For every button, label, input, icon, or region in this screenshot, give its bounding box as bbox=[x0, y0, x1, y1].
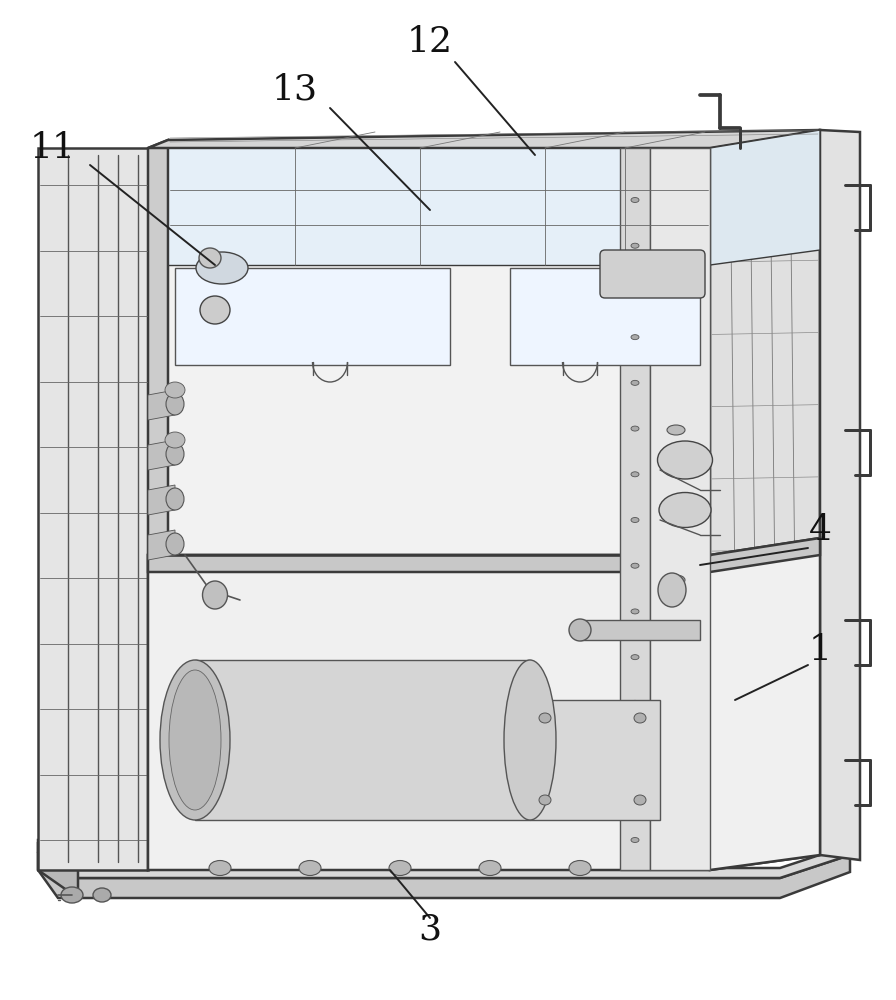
Ellipse shape bbox=[299, 860, 321, 876]
Ellipse shape bbox=[166, 533, 184, 555]
Ellipse shape bbox=[93, 888, 111, 902]
Polygon shape bbox=[148, 538, 820, 870]
Ellipse shape bbox=[569, 619, 591, 641]
Polygon shape bbox=[168, 130, 820, 265]
Polygon shape bbox=[38, 842, 850, 878]
Ellipse shape bbox=[667, 425, 685, 435]
Ellipse shape bbox=[196, 252, 248, 284]
Text: 1: 1 bbox=[808, 633, 831, 667]
Ellipse shape bbox=[631, 700, 639, 705]
Ellipse shape bbox=[539, 795, 551, 805]
Polygon shape bbox=[530, 700, 660, 820]
Polygon shape bbox=[168, 148, 710, 265]
Ellipse shape bbox=[631, 518, 639, 522]
Ellipse shape bbox=[631, 838, 639, 842]
Ellipse shape bbox=[631, 472, 639, 477]
Text: 13: 13 bbox=[272, 73, 318, 107]
Ellipse shape bbox=[631, 380, 639, 385]
Ellipse shape bbox=[169, 670, 221, 810]
Ellipse shape bbox=[634, 795, 646, 805]
Text: 3: 3 bbox=[418, 913, 442, 947]
Ellipse shape bbox=[539, 713, 551, 723]
Polygon shape bbox=[38, 148, 148, 870]
Polygon shape bbox=[510, 268, 700, 365]
Polygon shape bbox=[148, 140, 168, 870]
Polygon shape bbox=[148, 530, 175, 560]
Ellipse shape bbox=[61, 887, 83, 903]
Text: 12: 12 bbox=[407, 25, 453, 59]
Ellipse shape bbox=[667, 575, 685, 585]
Polygon shape bbox=[148, 148, 710, 870]
Ellipse shape bbox=[165, 382, 185, 398]
Ellipse shape bbox=[479, 860, 501, 876]
Polygon shape bbox=[620, 148, 650, 870]
Text: 4: 4 bbox=[808, 513, 831, 547]
Polygon shape bbox=[195, 660, 530, 820]
Ellipse shape bbox=[631, 609, 639, 614]
Ellipse shape bbox=[658, 441, 712, 479]
Ellipse shape bbox=[631, 563, 639, 568]
Ellipse shape bbox=[631, 655, 639, 660]
Ellipse shape bbox=[166, 393, 184, 415]
Ellipse shape bbox=[199, 248, 221, 268]
Polygon shape bbox=[148, 390, 175, 420]
Ellipse shape bbox=[658, 573, 686, 607]
Ellipse shape bbox=[631, 335, 639, 340]
Ellipse shape bbox=[200, 296, 230, 324]
Ellipse shape bbox=[631, 243, 639, 248]
Ellipse shape bbox=[634, 713, 646, 723]
Ellipse shape bbox=[166, 488, 184, 510]
Ellipse shape bbox=[166, 443, 184, 465]
Ellipse shape bbox=[160, 660, 230, 820]
Polygon shape bbox=[148, 440, 175, 470]
Ellipse shape bbox=[209, 860, 231, 876]
Polygon shape bbox=[820, 130, 860, 860]
Ellipse shape bbox=[631, 289, 639, 294]
Ellipse shape bbox=[165, 432, 185, 448]
Polygon shape bbox=[710, 130, 820, 870]
Polygon shape bbox=[175, 268, 450, 365]
Ellipse shape bbox=[631, 198, 639, 202]
Polygon shape bbox=[650, 148, 710, 870]
Ellipse shape bbox=[631, 792, 639, 797]
Ellipse shape bbox=[631, 426, 639, 431]
Polygon shape bbox=[38, 852, 850, 898]
Polygon shape bbox=[38, 840, 78, 898]
Polygon shape bbox=[148, 130, 820, 148]
Ellipse shape bbox=[389, 860, 411, 876]
Text: 11: 11 bbox=[30, 131, 76, 165]
Polygon shape bbox=[580, 620, 700, 640]
Ellipse shape bbox=[659, 492, 711, 528]
FancyBboxPatch shape bbox=[600, 250, 705, 298]
Ellipse shape bbox=[504, 660, 556, 820]
Ellipse shape bbox=[631, 746, 639, 751]
Polygon shape bbox=[148, 538, 820, 572]
Ellipse shape bbox=[202, 581, 228, 609]
Polygon shape bbox=[148, 485, 175, 515]
Ellipse shape bbox=[569, 860, 591, 876]
